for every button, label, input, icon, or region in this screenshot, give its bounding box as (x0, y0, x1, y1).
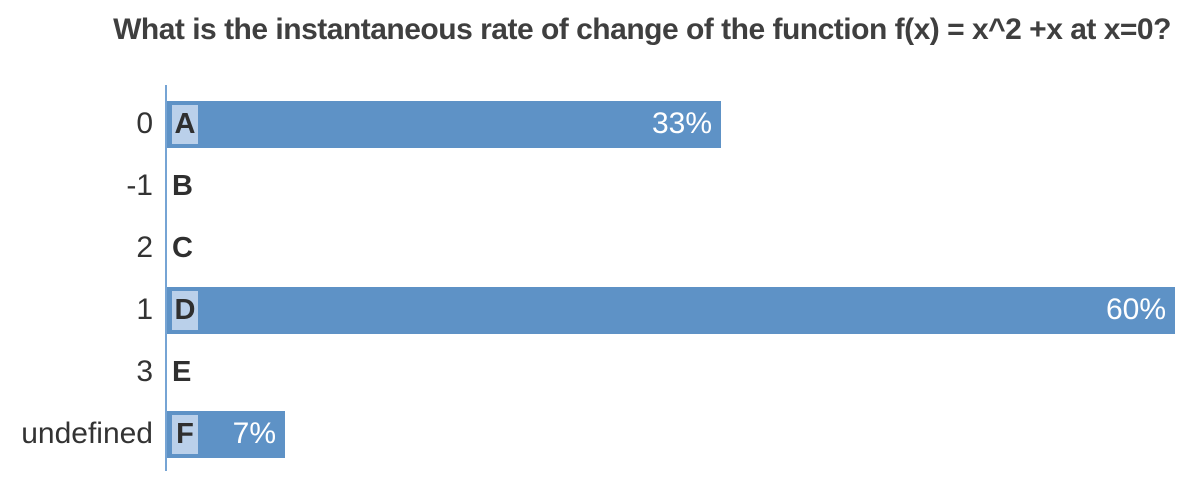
chart-row-a: 0 A 33% (0, 93, 1200, 155)
option-letter-chip: D (172, 290, 198, 330)
bar-zone: B (167, 155, 1200, 217)
answer-label: undefined (21, 417, 153, 450)
answer-label: 3 (136, 355, 153, 388)
bar-zone: E (167, 341, 1200, 403)
answer-label: 1 (136, 293, 153, 326)
answer-bar: B (167, 163, 193, 210)
option-letter-chip: B (172, 169, 193, 202)
answer-label: 0 (136, 107, 153, 140)
answer-label: 2 (136, 231, 153, 264)
chart-row-b: -1 B (0, 155, 1200, 217)
option-letter-chip: F (172, 414, 198, 454)
percent-label: 60% (1105, 293, 1166, 326)
bar-zone: C (167, 217, 1200, 279)
bar-zone: F 7% (167, 403, 1200, 465)
percent-label: 7% (232, 417, 276, 450)
answer-bar: F 7% (167, 410, 285, 458)
chart-row-f: undefined F 7% (0, 403, 1200, 465)
chart-row-e: 3 E (0, 341, 1200, 403)
option-letter-chip: C (172, 231, 193, 264)
axis-line (165, 85, 167, 471)
answer-bar: C (167, 225, 193, 272)
option-letter-chip: E (172, 355, 192, 388)
percent-label: 33% (651, 107, 712, 140)
chart-row-c: 2 C (0, 217, 1200, 279)
answer-bar: E (167, 349, 191, 396)
option-letter-chip: A (172, 104, 198, 144)
answer-bar: A 33% (167, 100, 721, 148)
chart-row-d: 1 D 60% (0, 279, 1200, 341)
question-title: What is the instantaneous rate of change… (113, 13, 1171, 46)
bar-zone: A 33% (167, 93, 1200, 155)
answer-bar: D 60% (167, 286, 1175, 334)
answer-label: -1 (126, 169, 153, 202)
chart-rows: 0 A 33% -1 B 2 C (0, 93, 1200, 465)
bar-zone: D 60% (167, 279, 1200, 341)
